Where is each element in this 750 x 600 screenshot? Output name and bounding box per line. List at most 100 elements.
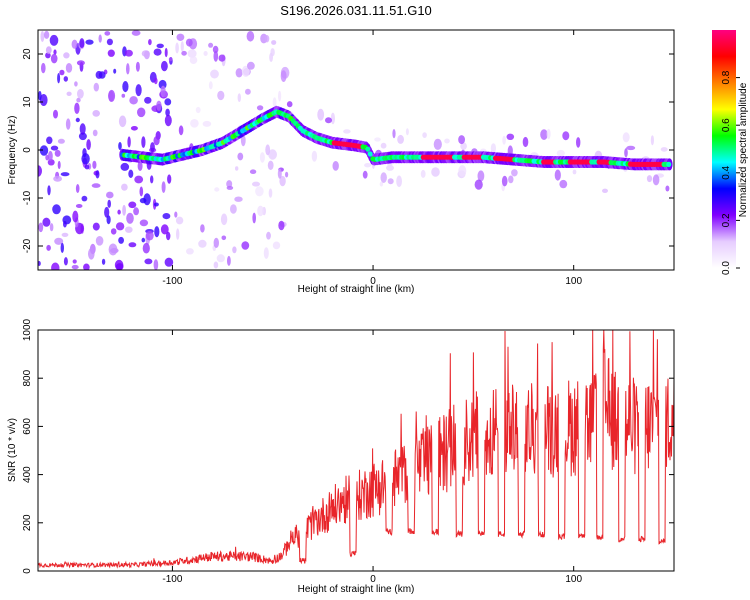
spectrogram-noise-blob (135, 61, 140, 72)
spectrogram-noise-blob (74, 102, 80, 115)
spectrogram-noise-blob (213, 261, 219, 269)
spectrogram-noise-blob (59, 69, 65, 76)
spectrogram-noise-blob (164, 114, 172, 127)
spectrogram-noise-blob (107, 199, 111, 208)
spectrogram-noise-blob (118, 142, 122, 150)
spectrogram-noise-blob (53, 49, 57, 55)
spectrogram-noise-blob (139, 186, 144, 197)
spectrogram-noise-blob (60, 172, 70, 177)
spectrogram-noise-blob (93, 82, 100, 92)
spectrogram-noise-blob (122, 81, 129, 93)
spectrogram-noise-blob (646, 175, 653, 183)
spectrogram-noise-blob (121, 183, 128, 191)
spectrogram-noise-blob (54, 149, 61, 157)
spectrogram-noise-blob (63, 220, 67, 228)
spectrogram-noise-blob (72, 210, 79, 223)
spectrogram-noise-blob (220, 213, 228, 226)
spectrogram-noise-blob (49, 223, 54, 232)
spectrogram-noise-blob (522, 136, 529, 148)
spectrogram-noise-blob (387, 178, 394, 185)
spectrogram-noise-blob (176, 33, 185, 41)
spectrogram-noise-blob (230, 204, 237, 214)
spectrogram-noise-blob (81, 195, 88, 202)
spectrogram-noise-blob (246, 31, 255, 42)
spectrogram-noise-blob (98, 34, 102, 43)
spectrogram-noise-blob (118, 115, 127, 128)
spectrogram-noise-blob (265, 144, 271, 156)
spectrogram-noise-blob (237, 93, 241, 102)
spectrogram-noise-blob (88, 248, 95, 260)
spectrogram-noise-blob (554, 169, 561, 181)
spectrogram-noise-blob (57, 138, 65, 144)
spectrogram-noise-blob (92, 110, 100, 117)
spectrogram-noise-blob (57, 73, 61, 84)
spectrogram-noise-blob (107, 49, 115, 57)
spectrogram-noise-blob (127, 136, 131, 148)
spectrogram-noise-blob (92, 129, 98, 137)
spectrogram-noise-blob (135, 84, 142, 97)
spectrogram-y-tick-label: 10 (22, 96, 33, 108)
snr-x-tick-label: -100 (162, 574, 182, 585)
spectrogram-noise-blob (210, 69, 219, 79)
spectrogram-noise-blob (144, 258, 153, 265)
spectrogram-noise-blob (156, 100, 162, 112)
spectrogram-y-tick-label: -20 (22, 238, 33, 253)
spectrogram-noise-blob (268, 188, 273, 198)
spectrogram-noise-blob (168, 57, 173, 62)
spectrogram-noise-blob (128, 201, 137, 209)
spectrogram-noise-blob (460, 142, 467, 150)
spectrogram-noise-blob (165, 108, 170, 117)
spectrogram-noise-blob (153, 259, 159, 270)
colorbar-label: Normalized spectral amplitude (738, 82, 749, 217)
spectrogram-noise-blob (137, 107, 146, 118)
spectrogram-noise-blob (48, 150, 53, 162)
spectrogram-y-tick-label: -10 (22, 190, 33, 205)
spectrogram-noise-blob (79, 38, 85, 49)
spectrogram-noise-blob (117, 209, 121, 215)
spectrogram-noise-blob (234, 196, 243, 202)
spectrogram-noise-blob (602, 188, 608, 193)
spectrogram-noise-blob (46, 244, 51, 251)
spectrogram-noise-blob (115, 222, 125, 231)
spectrogram-noise-blob (154, 77, 158, 85)
spectrogram-noise-blob (212, 45, 219, 54)
spectrogram-noise-blob (57, 160, 61, 170)
spectrogram-noise-blob (145, 230, 154, 241)
colorbar-ticks: 0.0 0.2 0.4 0.6 0.8 (721, 70, 740, 275)
spectrogram-noise-blob (247, 61, 255, 70)
spectrogram-noise-blob (237, 152, 244, 161)
spectrogram-noise-blob (84, 164, 90, 170)
spectrogram-noise-blob (227, 255, 231, 266)
spectrogram-noise-blob (264, 35, 270, 43)
spectrogram-noise-blob (502, 135, 506, 145)
spectrogram-noise-blob (241, 65, 250, 77)
spectrogram-noise-blob (78, 132, 87, 141)
spectrogram-noise-blob (208, 42, 214, 48)
spectrogram-noise-blob (420, 169, 426, 178)
spectrogram-noise-blob (626, 145, 636, 151)
spectrogram-noise-blob (311, 150, 318, 162)
spectrogram-noise-blob (213, 50, 219, 62)
spectrogram-noise-blob (126, 212, 134, 224)
spectrogram-noise-blob (134, 175, 144, 184)
spectrogram-noise-blob (572, 169, 577, 175)
colorbar-tick-label: 0.4 (721, 165, 732, 179)
spectrogram-noise-blob (166, 231, 171, 241)
spectrogram-noise-blob (164, 98, 172, 106)
spectrogram-noise-blob (330, 112, 335, 125)
spectrogram-noise-blob (66, 91, 72, 97)
spectrogram-noise-blob (160, 224, 169, 235)
spectrogram-x-tick-label: 0 (370, 276, 376, 287)
spectrogram-noise-blob (83, 263, 90, 270)
spectrogram-noise-blob (50, 53, 58, 64)
colorbar: 0.0 0.2 0.4 0.6 0.8 Normalized spectral ampl… (712, 30, 749, 275)
spectrogram-noise-blob (45, 46, 52, 54)
spectrogram-noise-blob (43, 30, 50, 39)
spectrogram-noise-blob (364, 163, 372, 168)
spectrogram-noise-blob (501, 175, 508, 187)
spectrogram-noise-blob (444, 138, 450, 144)
spectrogram-noise-blob (252, 212, 256, 224)
ridge-band-core (666, 161, 672, 167)
spectrogram-noise-blob (74, 81, 78, 87)
spectrogram-noise-blob (52, 204, 61, 215)
